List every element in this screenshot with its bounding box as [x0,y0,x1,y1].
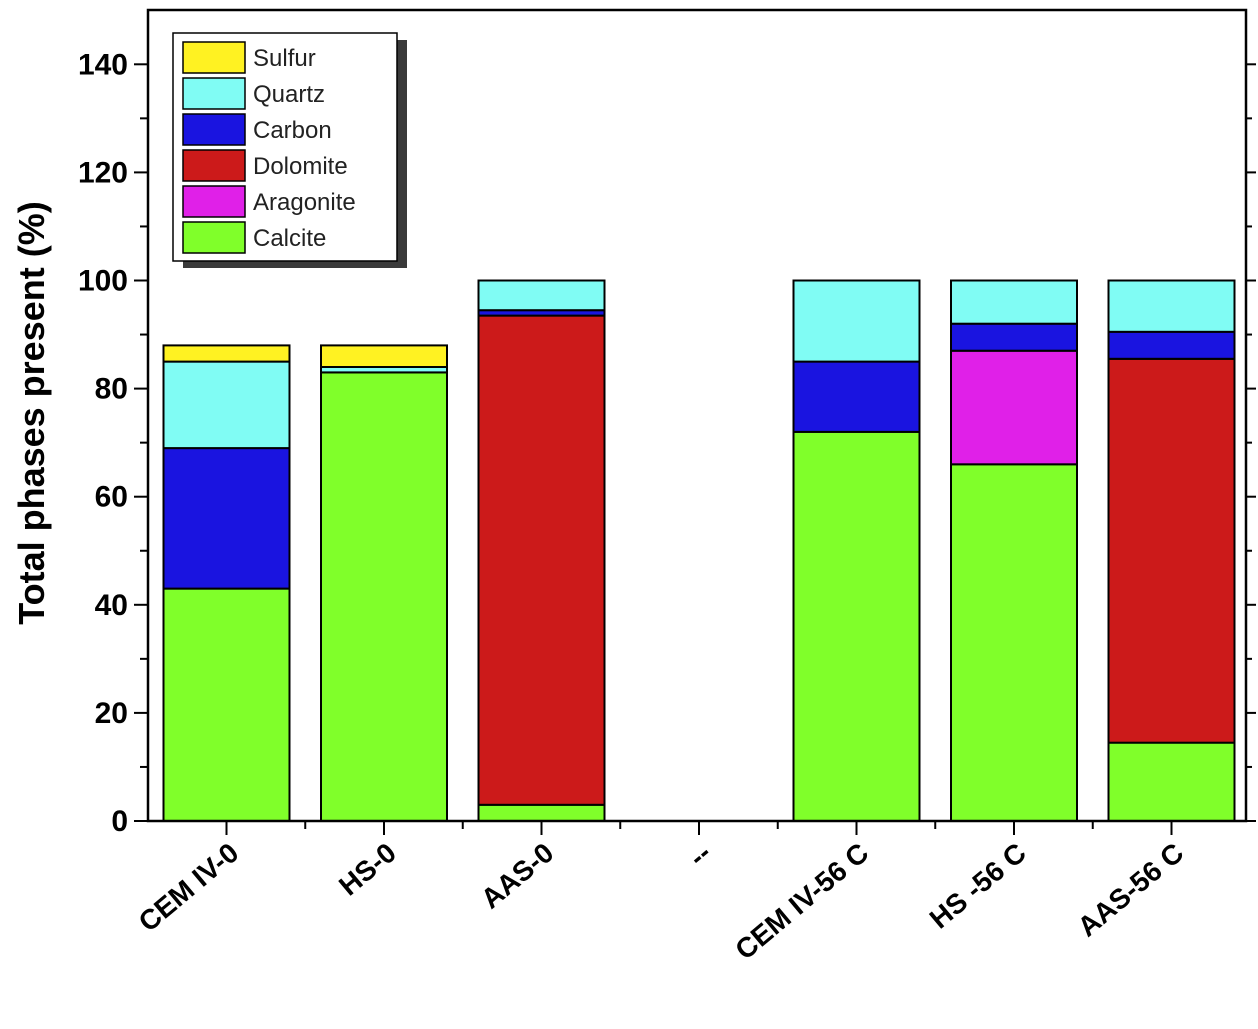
bar-segment-quartz-5 [950,279,1078,325]
x-category-label: CEM IV-0 [133,837,245,938]
bar-segment-calcite-0 [162,587,291,822]
y-tick-label: 140 [78,48,128,81]
legend-label-carbon: Carbon [253,117,332,144]
bar-segment-quartz-2 [477,279,606,312]
legend-label-calcite: Calcite [253,225,326,252]
y-tick-label: 0 [111,805,128,838]
bar-segment-calcite-2 [477,803,606,822]
x-category-label: -- [683,837,717,873]
plot-frame [146,8,1248,823]
legend-label-quartz: Quartz [253,81,325,108]
legend-label-aragonite: Aragonite [253,189,356,216]
x-category-label: AAS-56 C [1072,837,1190,943]
legend-swatch-calcite [182,221,246,254]
legend-label-sulfur: Sulfur [253,45,316,72]
bar-segment-sulfur-1 [320,344,448,368]
bar-segment-calcite-4 [792,430,921,822]
y-tick-label: 20 [95,697,128,730]
legend-swatch-quartz [182,77,246,110]
bars-layer [162,279,1236,822]
bar-segment-calcite-1 [320,371,448,822]
legend-label-dolomite: Dolomite [253,153,348,180]
legend-swatch-dolomite [182,149,246,182]
y-axis: 0 20 40 60 80 100 120 140 [78,48,1256,838]
bar-segment-carbon-6 [1107,330,1236,360]
y-axis-title: Total phases present (%) [11,201,52,624]
bar-segment-quartz-6 [1107,279,1236,333]
y-tick-label: 100 [78,265,128,298]
y-tick-label: 40 [95,589,128,622]
bar-segment-sulfur-0 [162,344,291,363]
bar-segment-quartz-0 [162,360,291,450]
x-axis: CEM IV-0 HS-0 AAS-0 -- CEM IV-56 C HS -56 C AA… [133,821,1190,966]
bar-segment-carbon-4 [792,360,921,433]
legend-swatch-aragonite [182,185,246,218]
legend: Sulfur Quartz Carbon Dolomite Aragonite Calci… [172,32,407,268]
legend-swatch-sulfur [182,41,246,74]
bar-segment-carbon-0 [162,447,291,590]
bar-segment-quartz-4 [792,279,921,363]
bar-segment-aragonite-5 [950,349,1078,466]
bar-segment-dolomite-6 [1107,357,1236,744]
y-tick-label: 120 [78,156,128,189]
legend-swatch-carbon [182,113,246,146]
bar-segment-calcite-6 [1107,741,1236,822]
x-category-label: HS-0 [333,837,402,902]
x-category-label: AAS-0 [475,837,559,915]
y-tick-label: 80 [95,373,128,406]
x-category-label: CEM IV-56 C [729,837,874,966]
bar-segment-dolomite-2 [477,314,606,806]
bar-segment-carbon-5 [950,322,1078,352]
bar-segment-calcite-5 [950,463,1078,822]
x-category-label: HS -56 C [924,837,1032,935]
y-tick-label: 60 [95,481,128,514]
